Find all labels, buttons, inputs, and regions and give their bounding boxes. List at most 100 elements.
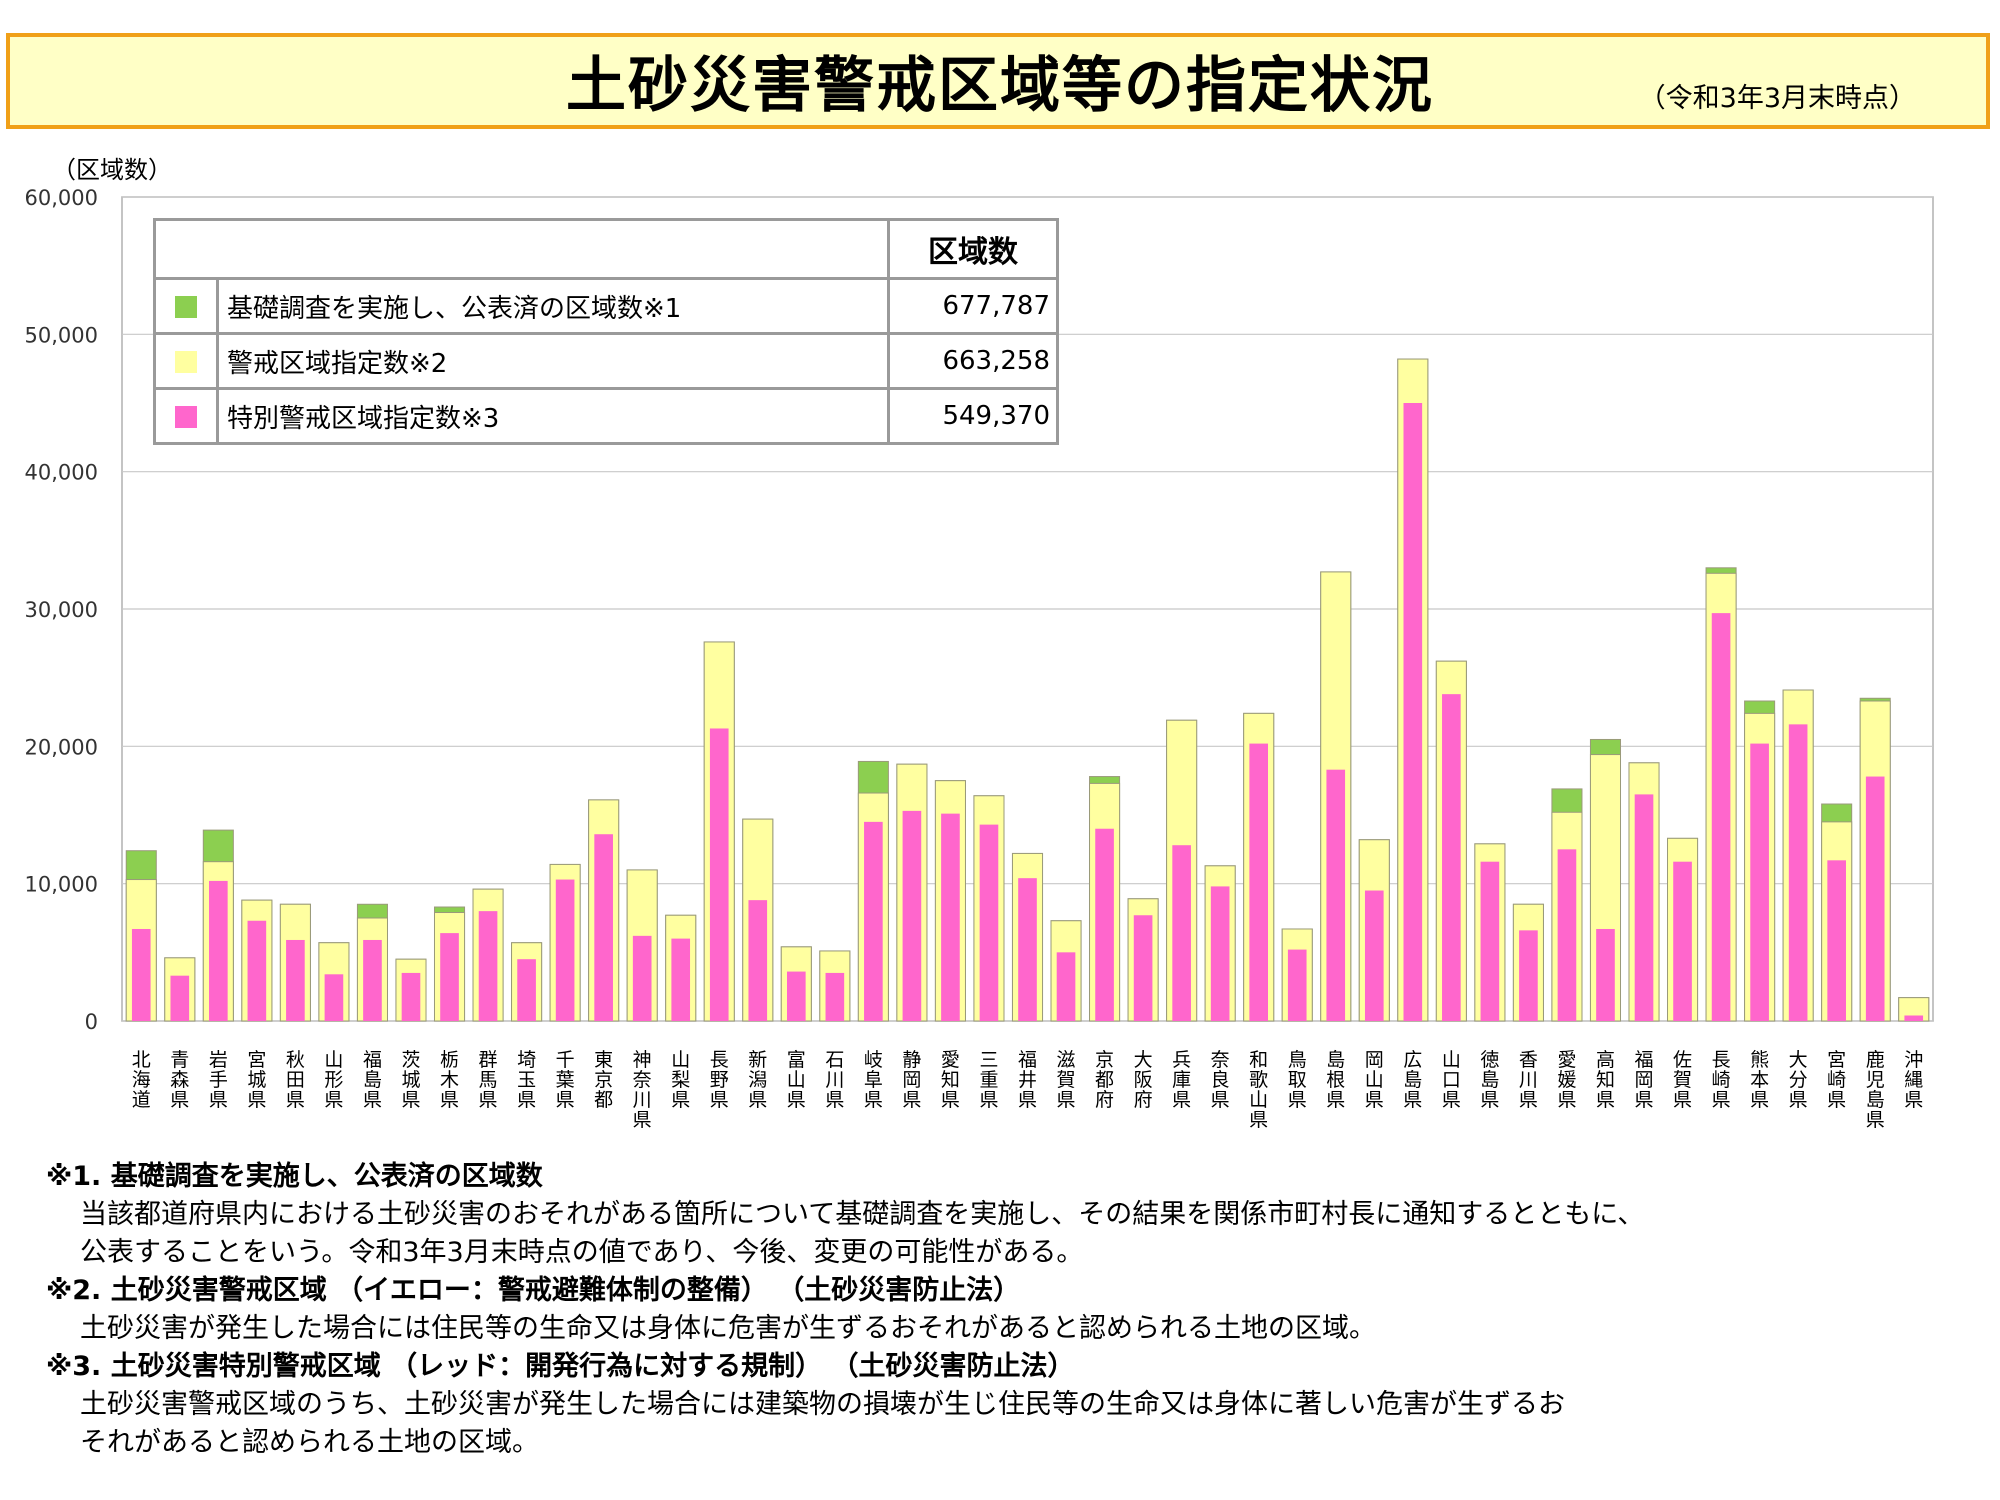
x-tick-label: 梨 — [671, 1069, 690, 1091]
x-tick-label: 山 — [671, 1049, 690, 1071]
note-heading: ※1. 基礎調査を実施し、公表済の区域数 — [46, 1161, 543, 1192]
bar-special — [748, 900, 768, 1021]
x-tick-label: 福 — [1635, 1049, 1654, 1071]
x-tick-label: 宮 — [247, 1049, 266, 1071]
bar-special — [1519, 930, 1538, 1021]
x-tick-label: 県 — [748, 1089, 767, 1111]
x-tick-label: 野 — [710, 1069, 729, 1091]
bar-special — [440, 933, 459, 1021]
x-tick-label: 県 — [1557, 1089, 1576, 1111]
note-body: 当該都道府県内における土砂災害のおそれがある箇所について基礎調査を実施し、その結… — [80, 1199, 1645, 1230]
y-tick-label: 50,000 — [25, 323, 98, 347]
y-tick-label: 0 — [85, 1010, 98, 1034]
x-tick-label: 島 — [1403, 1069, 1422, 1091]
bar-special — [1249, 743, 1269, 1021]
bar-special — [1018, 878, 1037, 1021]
x-tick-label: 県 — [864, 1089, 883, 1111]
x-tick-label: 阜 — [864, 1069, 883, 1091]
bar-special — [131, 928, 151, 1021]
bar-special — [1133, 915, 1153, 1021]
bar-special — [1364, 890, 1384, 1021]
bar-special — [286, 939, 305, 1021]
x-tick-label: 媛 — [1557, 1069, 1576, 1091]
bar-special — [555, 879, 575, 1021]
bar-special — [1172, 845, 1191, 1021]
x-tick-label: 県 — [170, 1089, 189, 1111]
x-tick-label: 大 — [1789, 1049, 1808, 1071]
x-tick-label: 県 — [1596, 1089, 1615, 1111]
x-tick-label: 川 — [825, 1069, 844, 1091]
note-body: 土砂災害警戒区域のうち、土砂災害が発生した場合には建築物の損壊が生じ住民等の生命… — [80, 1389, 1565, 1420]
x-tick-label: 富 — [787, 1049, 806, 1071]
bar-special — [209, 880, 228, 1021]
title-banner — [6, 33, 1990, 129]
x-tick-label: 京 — [1095, 1049, 1114, 1071]
x-tick-label: 井 — [1018, 1069, 1037, 1091]
y-axis-unit: （区域数） — [52, 156, 172, 184]
x-tick-label: 県 — [1172, 1089, 1191, 1111]
legend-label: 警戒区域指定数※2 — [216, 332, 890, 390]
legend-swatch-warning — [175, 350, 197, 373]
y-tick-label: 10,000 — [25, 873, 98, 897]
x-tick-label: 県 — [710, 1089, 729, 1111]
x-tick-label: 県 — [1365, 1089, 1384, 1111]
x-tick-label: 県 — [1249, 1109, 1268, 1131]
legend-value: 663,258 — [887, 332, 1059, 390]
x-tick-label: 県 — [1866, 1109, 1885, 1131]
x-tick-label: 都 — [594, 1089, 613, 1111]
x-tick-label: 県 — [1403, 1089, 1422, 1111]
bar-special — [247, 920, 267, 1021]
bar-special — [671, 938, 691, 1021]
y-tick-label: 30,000 — [25, 598, 98, 622]
x-tick-label: 県 — [324, 1089, 343, 1111]
x-tick-label: 石 — [825, 1049, 844, 1071]
x-tick-label: 森 — [170, 1069, 189, 1091]
bar-special — [1403, 403, 1423, 1021]
y-tick-label: 60,000 — [25, 186, 98, 210]
x-tick-label: 賀 — [1673, 1069, 1692, 1091]
bar-special — [979, 824, 999, 1021]
x-tick-label: 口 — [1442, 1069, 1461, 1091]
note-body: それがあると認められる土地の区域。 — [80, 1427, 539, 1458]
x-tick-label: 岡 — [1635, 1069, 1654, 1091]
x-tick-label: 城 — [247, 1069, 266, 1091]
x-tick-label: 県 — [1789, 1089, 1808, 1111]
bar-special — [517, 959, 536, 1021]
x-tick-label: 県 — [363, 1089, 382, 1111]
x-tick-label: 広 — [1403, 1049, 1422, 1071]
x-tick-label: 島 — [1326, 1049, 1345, 1071]
bar-special — [1634, 794, 1654, 1021]
note-heading: ※3. 土砂災害特別警戒区域 （レッド：開発行為に対する規制） （土砂災害防止法… — [46, 1351, 1075, 1382]
x-tick-label: 大 — [1134, 1049, 1153, 1071]
x-tick-label: 青 — [170, 1049, 189, 1071]
x-tick-label: 鹿 — [1866, 1049, 1885, 1071]
x-tick-label: 愛 — [941, 1049, 960, 1071]
bar-special — [632, 935, 652, 1021]
bar-special — [709, 728, 729, 1021]
bar-special — [478, 911, 498, 1021]
x-tick-label: 奈 — [1211, 1049, 1230, 1071]
y-axis-ticks: 0 10,000 20,000 30,000 40,000 50,000 60,000 — [25, 186, 98, 1034]
x-tick-label: 長 — [710, 1049, 729, 1071]
bar-special — [401, 972, 421, 1021]
bar-special — [1596, 928, 1615, 1021]
x-tick-label: 三 — [979, 1049, 998, 1071]
x-tick-label: 県 — [1750, 1089, 1769, 1111]
x-tick-label: 島 — [1480, 1069, 1499, 1091]
x-tick-label: 形 — [324, 1069, 343, 1091]
x-tick-label: 県 — [1018, 1089, 1037, 1111]
x-tick-label: 滋 — [1057, 1049, 1076, 1071]
x-tick-label: 京 — [594, 1069, 613, 1091]
x-tick-label: 分 — [1789, 1069, 1808, 1091]
x-tick-label: 県 — [1635, 1089, 1654, 1111]
x-tick-label: 葉 — [556, 1069, 575, 1091]
x-tick-label: 県 — [1904, 1089, 1923, 1111]
x-tick-label: 知 — [941, 1069, 960, 1091]
x-tick-label: 高 — [1596, 1049, 1615, 1071]
x-tick-label: 県 — [1673, 1089, 1692, 1111]
x-tick-label: 北 — [132, 1049, 151, 1071]
bar-special — [1827, 860, 1846, 1021]
legend-value: 677,787 — [887, 277, 1059, 335]
x-tick-label: 府 — [1134, 1089, 1153, 1111]
x-tick-label: 長 — [1712, 1049, 1731, 1071]
